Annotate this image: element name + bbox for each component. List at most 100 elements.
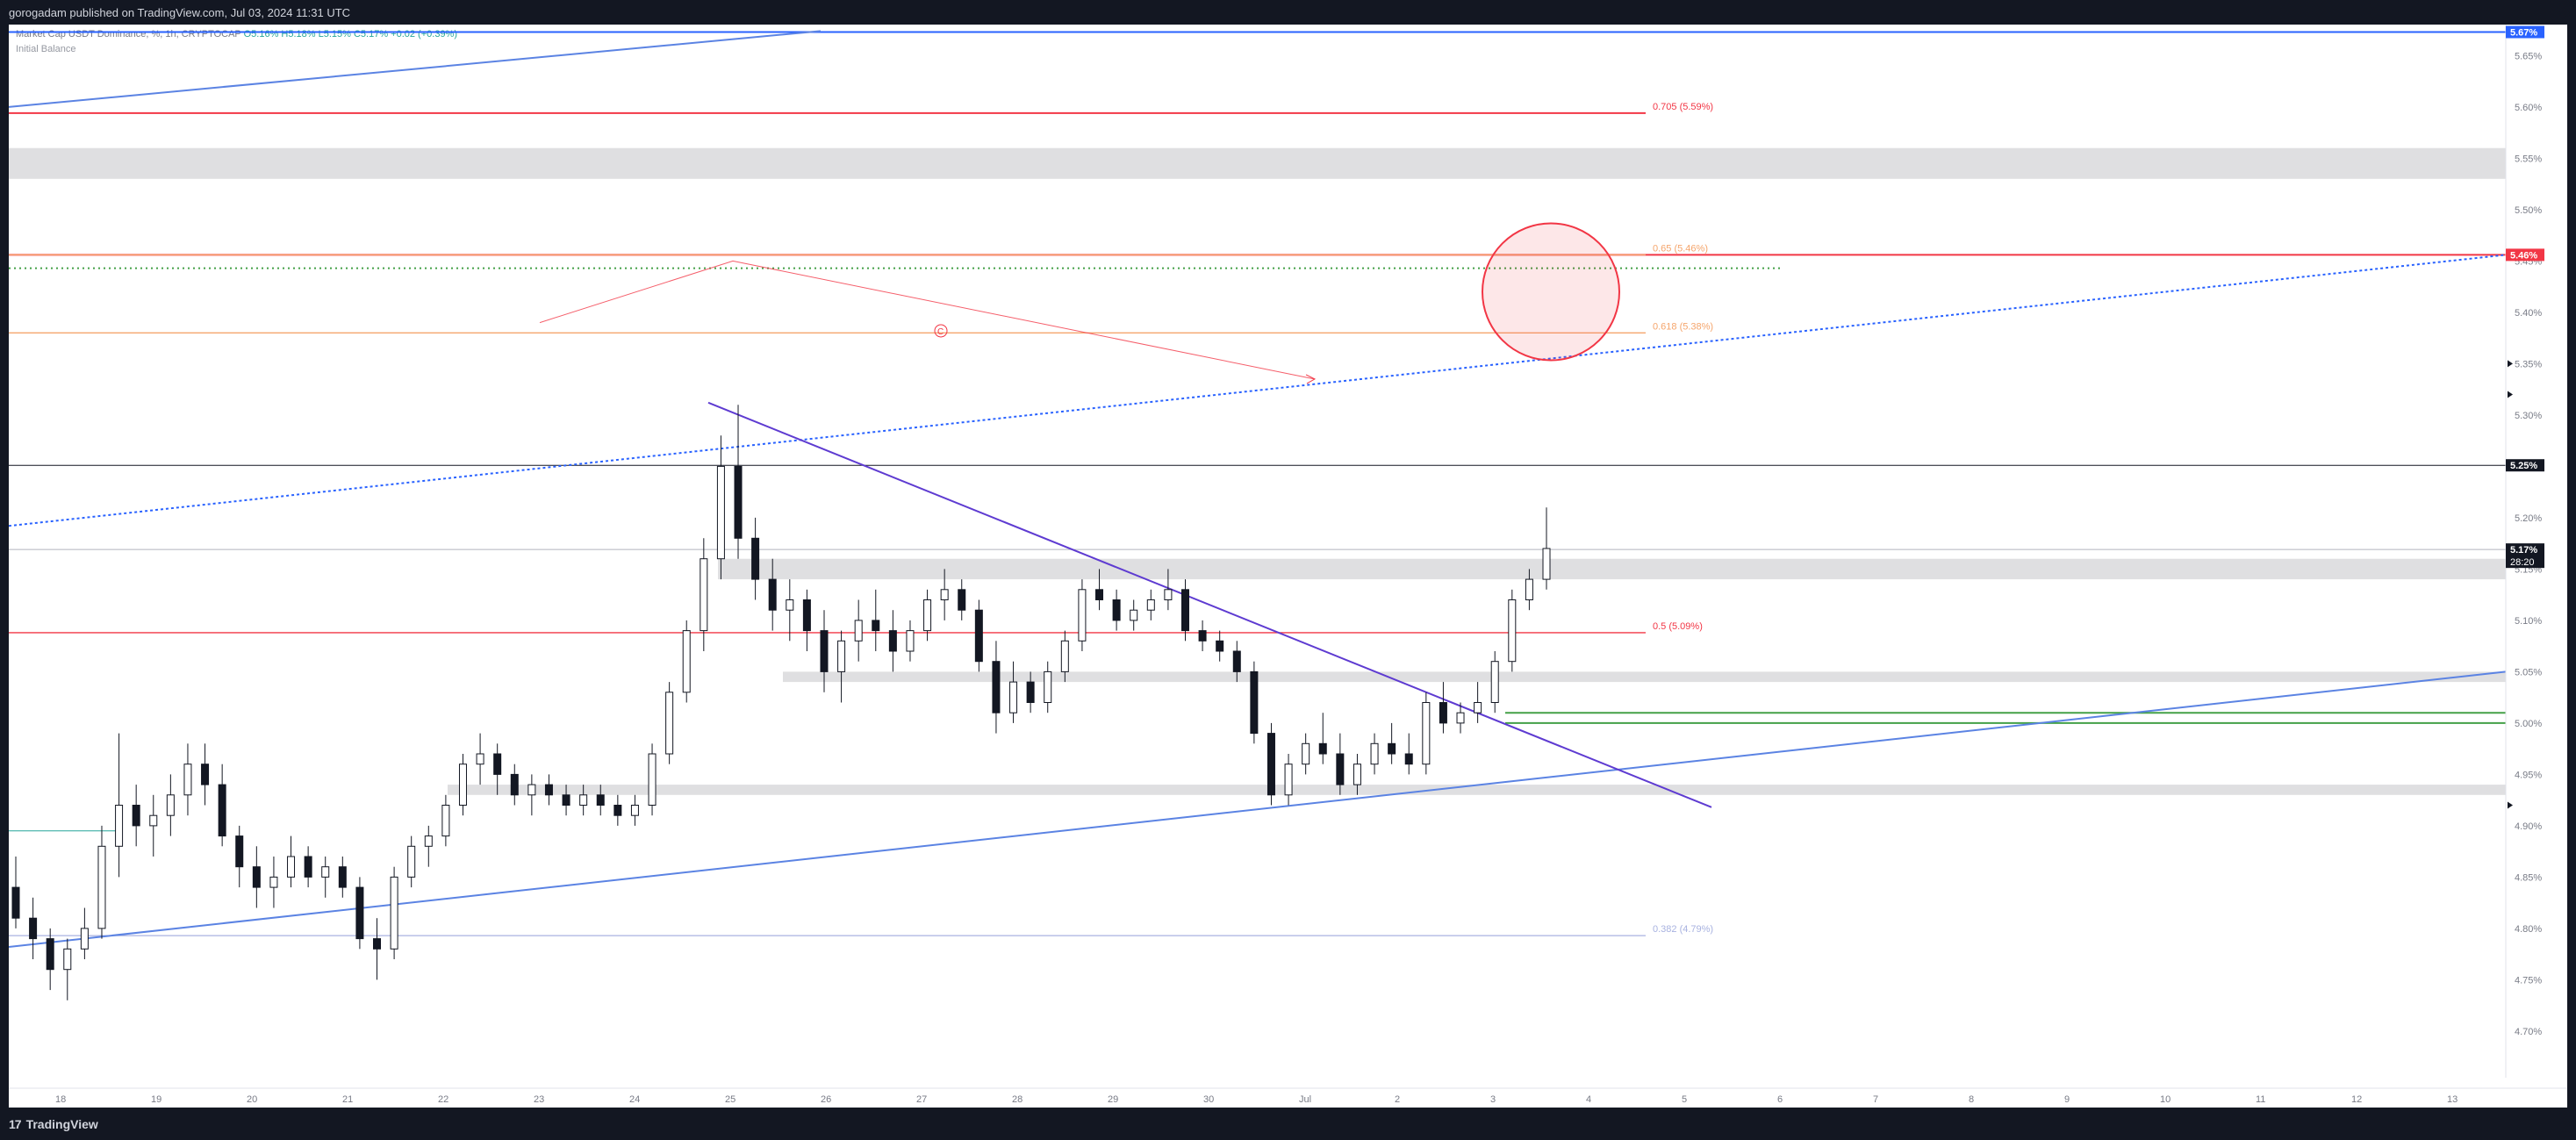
candle-body (29, 917, 38, 940)
time-tick-label: 24 (629, 1094, 640, 1105)
price-badge-bg (2506, 543, 2544, 569)
candle-body (1439, 702, 1447, 724)
candle-body (544, 784, 553, 796)
zone-gray-5.15 (718, 558, 2506, 580)
time-tick-label: Jul (1299, 1094, 1311, 1105)
candle-body (1232, 650, 1241, 672)
time-tick-label: 3 (1490, 1094, 1496, 1105)
candle-body (252, 866, 261, 888)
chart-frame[interactable]: Market Cap USDT Dominance, %, 1h, CRYPTO… (9, 25, 2567, 1108)
price-tick-label: 5.05% (2515, 667, 2542, 678)
candle-body (287, 856, 296, 878)
candle-body (630, 805, 639, 816)
candle-body (424, 835, 433, 847)
time-tick-label: 11 (2256, 1094, 2265, 1105)
wave-c-label: C (937, 327, 944, 337)
candle-body (1060, 640, 1069, 672)
publisher-line: gorogadam published on TradingView.com, … (9, 6, 351, 19)
price-badge-1: 5.46% (2510, 250, 2537, 261)
time-tick-label: 26 (821, 1094, 831, 1105)
trendline-descending-trendline (707, 401, 1712, 808)
price-badge-bg (2506, 459, 2544, 472)
candle-body (1044, 670, 1052, 704)
fib-label-4: 0.382 (4.79%) (1653, 924, 1713, 935)
time-tick-label: 9 (2064, 1094, 2070, 1105)
zone-gray-5.04 (783, 671, 2506, 683)
candle-body (562, 794, 570, 806)
candle-body (338, 866, 347, 888)
candle-body (46, 938, 54, 971)
candle-body (304, 856, 312, 878)
candle-body (906, 630, 915, 652)
price-tick-label: 5.40% (2515, 308, 2542, 319)
axis-arrow-1 (2508, 391, 2513, 398)
candle-body (115, 805, 124, 847)
time-tick-label: 28 (1012, 1094, 1023, 1105)
candle-body (974, 609, 983, 663)
price-badge-bg (2506, 25, 2544, 39)
candle-body (682, 630, 691, 693)
wave-c-marker (934, 324, 948, 338)
candle-body (321, 866, 330, 878)
price-badge-0: 5.67% (2510, 27, 2537, 38)
price-tick-label: 4.95% (2515, 770, 2542, 780)
trendline-rising-channel-top (9, 30, 822, 108)
candle-body (992, 661, 1001, 713)
fib-label-2: 0.618 (5.38%) (1653, 321, 1713, 332)
time-tick-label: 23 (534, 1094, 544, 1105)
candle-body (1508, 599, 1517, 663)
candle-body (734, 465, 743, 539)
candle-body (1216, 640, 1224, 652)
candle-body (407, 845, 416, 878)
candle-body (1266, 733, 1275, 796)
candle-body (1388, 742, 1396, 755)
time-tick-label: 25 (725, 1094, 735, 1105)
time-tick-label: 5 (1682, 1094, 1687, 1105)
time-tick-label: 12 (2351, 1094, 2362, 1105)
candle-body (700, 558, 708, 632)
candle-body (716, 465, 725, 560)
candle-body (441, 805, 450, 837)
candle-body (1490, 661, 1499, 704)
fib-label-3: 0.5 (5.09%) (1653, 621, 1703, 632)
candle-body (355, 886, 364, 940)
candle-body (390, 876, 398, 950)
candle-body (166, 794, 175, 816)
candle-body (458, 764, 467, 807)
candle-body (1112, 599, 1121, 621)
candle-body (1198, 630, 1207, 642)
candle-body (373, 938, 382, 950)
price-tick-label: 4.90% (2515, 821, 2542, 832)
candle-body (1078, 589, 1087, 642)
candle-body (872, 620, 880, 632)
projection-path (539, 260, 1316, 380)
tradingview-logo[interactable]: 17 TradingView (9, 1117, 98, 1131)
candle-body (63, 948, 72, 971)
time-tick-label: 30 (1203, 1094, 1214, 1105)
candle-body (1456, 712, 1465, 724)
candle-body (854, 620, 863, 642)
candle-body (579, 794, 588, 806)
candle-body (132, 805, 140, 827)
candle-body (1353, 764, 1361, 785)
zone-top-gray (9, 147, 2506, 179)
time-tick-label: 13 (2447, 1094, 2458, 1105)
trendline-rising-channel-base (9, 670, 2507, 948)
candle-body (1370, 742, 1379, 765)
price-tick-label: 5.50% (2515, 205, 2542, 216)
candle-body (837, 640, 846, 672)
candle-body (1284, 764, 1293, 796)
price-tick-label: 5.60% (2515, 103, 2542, 113)
candle-body (183, 764, 192, 796)
candle-body (1302, 742, 1310, 765)
time-tick-label: 8 (1969, 1094, 1974, 1105)
price-chart[interactable]: 0.705 (5.59%) 0.65 (5.46%) 0.618 (5.38%) 0.… (9, 25, 2567, 1108)
candle-body (493, 753, 502, 775)
candle-body (1164, 589, 1173, 600)
candle-body (269, 876, 278, 888)
candle-body (476, 753, 484, 765)
candle-body (786, 599, 794, 611)
candle-body (596, 794, 605, 806)
candle-body (923, 599, 932, 632)
candle-body (768, 578, 777, 611)
